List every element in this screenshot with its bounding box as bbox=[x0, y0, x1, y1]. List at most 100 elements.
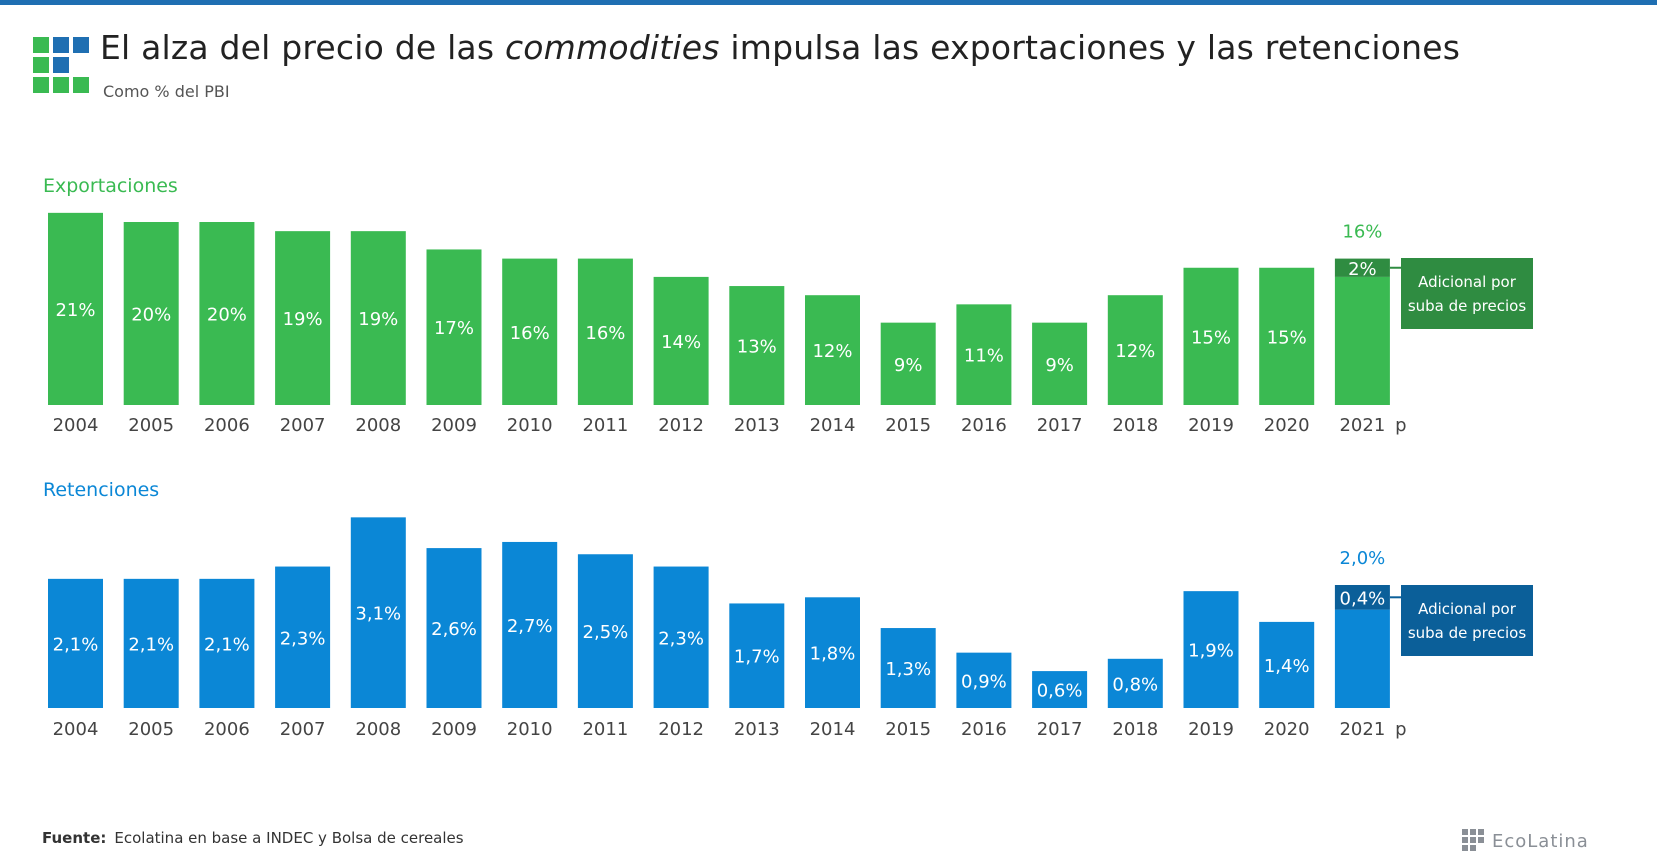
exp-bar-2012 bbox=[653, 276, 709, 405]
exp-data-label-2018: 12% bbox=[1115, 341, 1155, 362]
exp-bar-2005 bbox=[123, 222, 179, 405]
exp-bar-2017 bbox=[1032, 322, 1088, 405]
exp-bar-2020 bbox=[1259, 267, 1315, 405]
ret-tick-2015: 2015 bbox=[885, 719, 931, 740]
ret-tick-suffix: p bbox=[1395, 719, 1406, 740]
exp-tick-2016: 2016 bbox=[961, 415, 1007, 436]
ret-tick-2005: 2005 bbox=[128, 719, 174, 740]
exp-data-label-2016: 11% bbox=[964, 346, 1004, 367]
source-label: Fuente: bbox=[42, 829, 107, 847]
exp-data-label-2020: 15% bbox=[1267, 327, 1307, 348]
exp-data-label-2011: 16% bbox=[585, 323, 625, 344]
ret-bar-2004 bbox=[48, 578, 103, 708]
exp-tick-2010: 2010 bbox=[507, 415, 553, 436]
title-part2: impulsa las exportaciones y las retencio… bbox=[719, 28, 1461, 67]
ret-data-label-2015: 1,3% bbox=[885, 659, 931, 680]
ret-data-label-2008: 3,1% bbox=[355, 604, 401, 625]
exp-bar-2011 bbox=[577, 258, 633, 405]
exp-bar-2007 bbox=[275, 231, 331, 405]
ret-extra-segment bbox=[1334, 585, 1390, 610]
ret-tick-2011: 2011 bbox=[582, 719, 628, 740]
page-title: El alza del precio de las commodities im… bbox=[100, 28, 1460, 67]
exp-bar-2009 bbox=[426, 249, 482, 405]
ret-bar-2019 bbox=[1183, 591, 1239, 708]
exp-tick-2011: 2011 bbox=[582, 415, 628, 436]
exp-tick-2007: 2007 bbox=[280, 415, 326, 436]
exp-data-label-2010: 16% bbox=[510, 323, 550, 344]
exp-bar-2021-p bbox=[1334, 276, 1390, 405]
exp-data-label-2006: 20% bbox=[207, 305, 247, 326]
ret-data-label-2012: 2,3% bbox=[658, 628, 704, 649]
ret-tick-2020: 2020 bbox=[1264, 719, 1310, 740]
ret-extra-label: 0,4% bbox=[1340, 588, 1386, 609]
ret-data-label-2010: 2,7% bbox=[507, 616, 553, 637]
exp-extra-label: 2% bbox=[1348, 259, 1377, 280]
ret-data-label-2016: 0,9% bbox=[961, 671, 1007, 692]
exp-bar-2014 bbox=[805, 295, 860, 405]
exp-bar-2016 bbox=[956, 304, 1012, 405]
ret-data-label-2009: 2,6% bbox=[431, 619, 477, 640]
exp-data-label-2013: 13% bbox=[737, 337, 777, 358]
exp-bar-2018 bbox=[1107, 295, 1163, 405]
top-rule bbox=[0, 0, 1657, 5]
exp-data-label-2007: 19% bbox=[283, 309, 323, 330]
ret-bar-2005 bbox=[123, 578, 179, 708]
exp-data-label-2005: 20% bbox=[131, 305, 171, 326]
ret-tick-2021-p: 2021 bbox=[1339, 719, 1385, 740]
ret-bar-2010 bbox=[502, 541, 558, 708]
page-subtitle: Como % del PBI bbox=[103, 82, 230, 101]
exp-annotation-line2: suba de precios bbox=[1408, 297, 1527, 315]
brand-text: EcoLatina bbox=[1492, 830, 1589, 852]
exp-bar-2019 bbox=[1183, 267, 1239, 405]
ret-data-label-2013: 1,7% bbox=[734, 647, 780, 668]
exportaciones-panel-title: Exportaciones bbox=[43, 175, 178, 197]
exp-data-label-2004: 21% bbox=[55, 300, 95, 321]
exp-tick-2009: 2009 bbox=[431, 415, 477, 436]
exp-tick-2019: 2019 bbox=[1188, 415, 1234, 436]
ret-total-label: 2,0% bbox=[1340, 548, 1386, 569]
exp-data-label-2009: 17% bbox=[434, 318, 474, 339]
ret-tick-2010: 2010 bbox=[507, 719, 553, 740]
exp-annotation-box bbox=[1401, 258, 1533, 329]
ret-bar-2016 bbox=[956, 652, 1012, 708]
exp-data-label-2017: 9% bbox=[1045, 355, 1074, 376]
ret-bar-2011 bbox=[577, 554, 633, 708]
ret-data-label-2007: 2,3% bbox=[280, 628, 326, 649]
ret-data-label-2019: 1,9% bbox=[1188, 641, 1234, 662]
ret-data-label-2018: 0,8% bbox=[1112, 674, 1158, 695]
ret-annotation-box bbox=[1401, 585, 1533, 656]
exp-data-label-2008: 19% bbox=[358, 309, 398, 330]
exp-data-label-2019: 15% bbox=[1191, 327, 1231, 348]
ret-tick-2014: 2014 bbox=[810, 719, 856, 740]
ret-data-label-2004: 2,1% bbox=[53, 634, 99, 655]
title-part1: El alza del precio de las bbox=[100, 28, 505, 67]
ret-bar-2008 bbox=[350, 517, 406, 708]
ret-data-label-2006: 2,1% bbox=[204, 634, 250, 655]
exp-tick-2017: 2017 bbox=[1037, 415, 1083, 436]
exp-bar-2013 bbox=[729, 286, 785, 405]
brand-logo: EcoLatina bbox=[1462, 829, 1589, 853]
ret-tick-2008: 2008 bbox=[355, 719, 401, 740]
ret-data-label-2014: 1,8% bbox=[810, 644, 856, 665]
exp-data-label-2015: 9% bbox=[894, 355, 923, 376]
exp-extra-segment bbox=[1334, 258, 1390, 277]
ret-bar-2018 bbox=[1107, 658, 1163, 708]
ret-tick-2018: 2018 bbox=[1112, 719, 1158, 740]
ret-bar-2006 bbox=[199, 578, 255, 708]
ret-tick-2009: 2009 bbox=[431, 719, 477, 740]
exp-tick-2020: 2020 bbox=[1264, 415, 1310, 436]
ret-tick-2013: 2013 bbox=[734, 719, 780, 740]
exp-tick-suffix: p bbox=[1395, 415, 1406, 436]
exp-bar-2006 bbox=[199, 222, 255, 405]
ret-annotation-line2: suba de precios bbox=[1408, 624, 1527, 642]
exp-bar-2015 bbox=[880, 322, 936, 405]
header-logo-icon bbox=[33, 37, 95, 99]
exp-tick-2018: 2018 bbox=[1112, 415, 1158, 436]
source-text: Ecolatina en base a INDEC y Bolsa de cer… bbox=[114, 829, 464, 847]
source-note: Fuente: Ecolatina en base a INDEC y Bolsa… bbox=[42, 829, 464, 847]
retenciones-panel-title: Retenciones bbox=[43, 479, 160, 501]
exp-bar-2008 bbox=[350, 231, 406, 405]
ret-data-label-2020: 1,4% bbox=[1264, 656, 1310, 677]
ret-tick-2016: 2016 bbox=[961, 719, 1007, 740]
ret-bar-2013 bbox=[729, 603, 785, 708]
